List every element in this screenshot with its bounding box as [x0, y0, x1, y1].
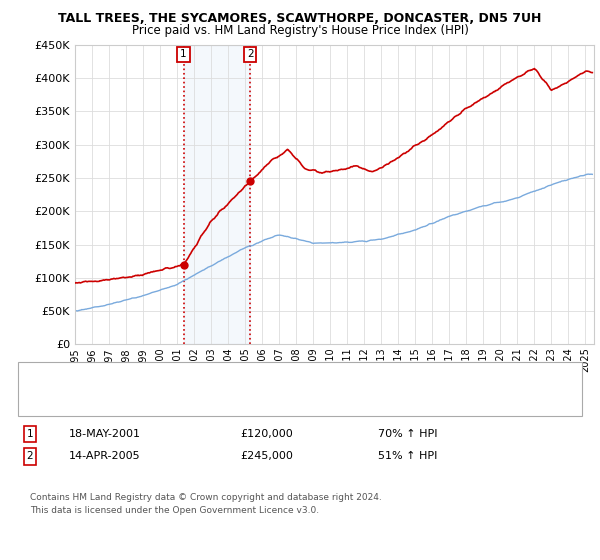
Text: 14-APR-2005: 14-APR-2005 — [69, 451, 140, 461]
Text: HPI: Average price, detached house, Doncaster: HPI: Average price, detached house, Donc… — [69, 399, 300, 409]
Text: TALL TREES, THE SYCAMORES, SCAWTHORPE, DONCASTER, DN5 7UH (detached house): TALL TREES, THE SYCAMORES, SCAWTHORPE, D… — [69, 377, 497, 388]
Text: 2: 2 — [247, 49, 253, 59]
Text: 51% ↑ HPI: 51% ↑ HPI — [378, 451, 437, 461]
Text: 18-MAY-2001: 18-MAY-2001 — [69, 429, 141, 439]
Text: Contains HM Land Registry data © Crown copyright and database right 2024.
This d: Contains HM Land Registry data © Crown c… — [30, 493, 382, 515]
Text: 1: 1 — [180, 49, 187, 59]
Text: Price paid vs. HM Land Registry's House Price Index (HPI): Price paid vs. HM Land Registry's House … — [131, 24, 469, 37]
Text: 2: 2 — [26, 451, 34, 461]
Text: TALL TREES, THE SYCAMORES, SCAWTHORPE, DONCASTER, DN5 7UH: TALL TREES, THE SYCAMORES, SCAWTHORPE, D… — [58, 12, 542, 25]
Text: £245,000: £245,000 — [240, 451, 293, 461]
Text: 1: 1 — [26, 429, 34, 439]
Text: 70% ↑ HPI: 70% ↑ HPI — [378, 429, 437, 439]
Bar — [184, 45, 250, 344]
Text: £120,000: £120,000 — [240, 429, 293, 439]
